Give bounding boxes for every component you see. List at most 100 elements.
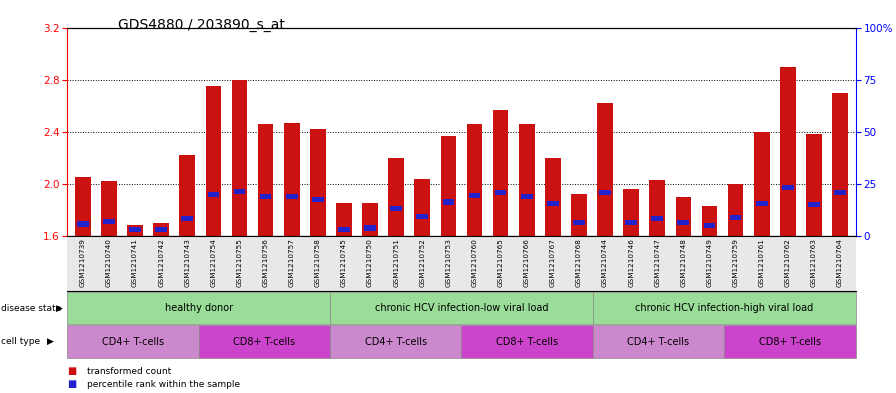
Text: GSM1210752: GSM1210752 <box>419 239 426 287</box>
Bar <box>832 93 848 236</box>
Text: healthy donor: healthy donor <box>165 303 233 313</box>
Bar <box>417 214 428 219</box>
Bar <box>153 223 169 236</box>
Bar <box>676 197 691 236</box>
Bar <box>258 124 273 236</box>
Bar <box>521 194 532 199</box>
Bar <box>651 216 663 222</box>
Bar <box>310 129 325 236</box>
Bar <box>519 124 535 236</box>
Bar <box>101 181 116 236</box>
Text: ▶: ▶ <box>56 304 63 312</box>
Text: GSM1210762: GSM1210762 <box>785 239 791 287</box>
Text: GSM1210753: GSM1210753 <box>445 239 452 287</box>
Text: transformed count: transformed count <box>87 367 171 376</box>
Text: GSM1210765: GSM1210765 <box>497 239 504 287</box>
Bar <box>703 223 715 228</box>
Bar <box>573 220 585 225</box>
Bar <box>443 199 454 204</box>
Bar <box>155 227 167 232</box>
Bar <box>199 325 330 358</box>
Bar <box>205 86 221 236</box>
Bar <box>461 325 593 358</box>
Text: GSM1210756: GSM1210756 <box>263 239 269 287</box>
Bar <box>415 178 430 236</box>
Bar <box>625 220 637 225</box>
Bar <box>232 79 247 236</box>
Bar <box>495 190 506 195</box>
Text: chronic HCV infection-high viral load: chronic HCV infection-high viral load <box>635 303 814 313</box>
Bar <box>650 180 665 236</box>
Text: GSM1210750: GSM1210750 <box>367 239 373 287</box>
Bar <box>330 325 461 358</box>
Bar <box>469 193 480 198</box>
Text: GSM1210754: GSM1210754 <box>211 239 217 287</box>
Bar <box>312 197 323 202</box>
Text: GSM1210745: GSM1210745 <box>341 239 347 287</box>
Text: GSM1210739: GSM1210739 <box>80 239 86 287</box>
Text: GSM1210748: GSM1210748 <box>680 239 686 287</box>
Bar <box>127 225 143 236</box>
Bar <box>806 134 822 236</box>
Bar <box>545 158 561 236</box>
Text: CD4+ T-cells: CD4+ T-cells <box>627 336 690 347</box>
Bar <box>754 132 770 236</box>
Text: GSM1210764: GSM1210764 <box>837 239 843 287</box>
Text: GSM1210742: GSM1210742 <box>159 239 164 287</box>
Text: ■: ■ <box>67 366 76 376</box>
Bar <box>780 66 796 236</box>
Bar <box>593 325 724 358</box>
Text: GSM1210758: GSM1210758 <box>314 239 321 287</box>
Text: CD8+ T-cells: CD8+ T-cells <box>759 336 821 347</box>
Bar <box>728 184 744 236</box>
Bar <box>599 190 611 195</box>
Text: GSM1210767: GSM1210767 <box>550 239 556 287</box>
Bar <box>338 227 349 232</box>
Text: GSM1210747: GSM1210747 <box>654 239 660 287</box>
Text: chronic HCV infection-low viral load: chronic HCV infection-low viral load <box>375 303 548 313</box>
Bar <box>467 124 482 236</box>
Bar <box>67 325 199 358</box>
Bar <box>834 190 846 195</box>
Text: GSM1210766: GSM1210766 <box>523 239 530 287</box>
Text: GSM1210760: GSM1210760 <box>471 239 478 287</box>
Bar <box>181 216 194 222</box>
Text: GSM1210763: GSM1210763 <box>811 239 817 287</box>
Text: GSM1210759: GSM1210759 <box>733 239 738 287</box>
Text: GSM1210755: GSM1210755 <box>237 239 243 287</box>
Bar <box>598 103 613 236</box>
Text: GSM1210768: GSM1210768 <box>576 239 582 287</box>
Text: GSM1210749: GSM1210749 <box>706 239 712 287</box>
Bar <box>724 325 856 358</box>
Bar <box>808 202 820 207</box>
Bar <box>441 136 456 236</box>
Text: CD8+ T-cells: CD8+ T-cells <box>496 336 558 347</box>
Bar <box>571 194 587 236</box>
Bar <box>330 292 593 324</box>
Text: GSM1210744: GSM1210744 <box>602 239 608 287</box>
Bar <box>67 292 330 324</box>
Text: GSM1210761: GSM1210761 <box>759 239 764 287</box>
Bar <box>677 220 689 225</box>
Bar <box>234 189 246 194</box>
Text: cell type: cell type <box>1 337 40 346</box>
Bar <box>364 225 376 231</box>
Bar <box>336 203 352 236</box>
Text: CD4+ T-cells: CD4+ T-cells <box>102 336 164 347</box>
Bar <box>179 155 195 236</box>
Text: CD8+ T-cells: CD8+ T-cells <box>233 336 296 347</box>
Text: GSM1210757: GSM1210757 <box>289 239 295 287</box>
Bar <box>388 158 404 236</box>
Bar <box>103 219 115 224</box>
Text: GSM1210746: GSM1210746 <box>628 239 634 287</box>
Bar <box>391 206 402 211</box>
Bar <box>284 123 299 236</box>
Text: GSM1210741: GSM1210741 <box>132 239 138 287</box>
Bar <box>702 206 718 236</box>
Bar <box>729 215 742 220</box>
Bar <box>624 189 639 236</box>
Bar <box>75 177 90 236</box>
Bar <box>362 203 378 236</box>
Text: GDS4880 / 203890_s_at: GDS4880 / 203890_s_at <box>118 18 285 32</box>
Text: ■: ■ <box>67 379 76 389</box>
